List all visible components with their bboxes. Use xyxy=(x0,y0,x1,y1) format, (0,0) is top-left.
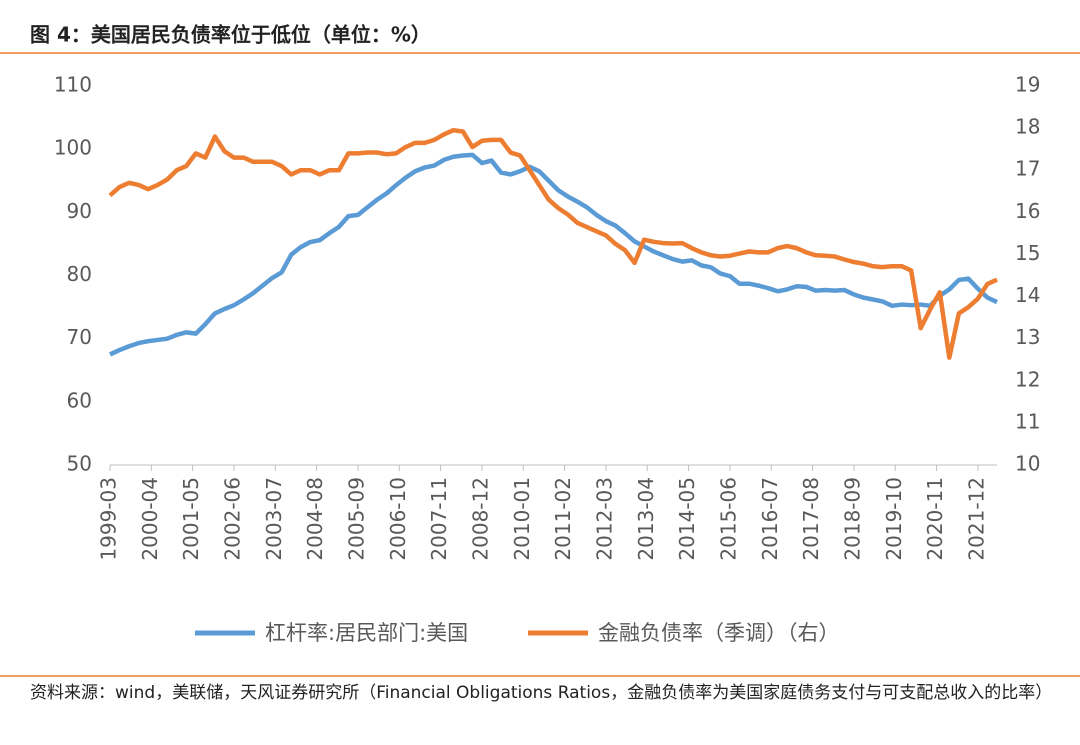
x-tick-label: 2014-05 xyxy=(675,477,699,561)
y2-tick-label: 15 xyxy=(1015,241,1040,265)
y-tick-label: 100 xyxy=(54,136,92,160)
x-tick-label: 2008-12 xyxy=(468,477,492,561)
x-tick-label: 2020-11 xyxy=(923,477,947,561)
x-tick-label: 2011-02 xyxy=(551,477,575,561)
x-tick-label: 2012-03 xyxy=(592,477,616,561)
x-tick-label: 2004-08 xyxy=(303,477,327,561)
y2-tick-label: 12 xyxy=(1015,367,1040,391)
x-tick-label: 2007-11 xyxy=(427,477,451,561)
legend-label: 金融负债率（季调）（右） xyxy=(598,621,840,645)
y-tick-label: 110 xyxy=(54,73,92,97)
y2-tick-label: 13 xyxy=(1015,325,1040,349)
x-tick-label: 2010-01 xyxy=(510,477,534,561)
x-tick-label: 2003-07 xyxy=(262,477,286,561)
x-tick-label: 2018-09 xyxy=(840,477,864,561)
y2-tick-label: 10 xyxy=(1015,452,1040,476)
x-tick-label: 2021-12 xyxy=(964,477,988,561)
y-tick-label: 90 xyxy=(67,199,92,223)
series-line xyxy=(109,152,998,357)
x-tick-label: 2013-04 xyxy=(634,477,658,561)
y2-tick-label: 18 xyxy=(1015,115,1040,139)
y2-tick-label: 11 xyxy=(1015,409,1040,433)
x-tick-label: 2001-05 xyxy=(179,477,203,561)
x-tick-label: 2005-09 xyxy=(344,477,368,561)
y2-tick-label: 14 xyxy=(1015,283,1040,307)
legend-label: 杠杆率:居民部门:美国 xyxy=(265,621,468,645)
series-line xyxy=(108,127,998,360)
y2-tick-label: 16 xyxy=(1015,199,1040,223)
x-tick-label: 2002-06 xyxy=(220,477,244,561)
x-tick-label: 2000-04 xyxy=(138,477,162,561)
x-tick-label: 2016-07 xyxy=(758,477,782,561)
y2-tick-label: 17 xyxy=(1015,157,1040,181)
y2-tick-label: 19 xyxy=(1015,73,1040,97)
y-tick-label: 70 xyxy=(67,325,92,349)
x-tick-label: 2019-10 xyxy=(882,477,906,561)
x-tick-label: 2006-10 xyxy=(386,477,410,561)
x-tick-label: 2017-08 xyxy=(799,477,823,561)
y-tick-label: 80 xyxy=(67,262,92,286)
source-note: 资料来源：wind，美联储，天风证券研究所（Financial Obligati… xyxy=(30,683,1053,703)
y-tick-label: 50 xyxy=(67,452,92,476)
x-tick-label: 2015-06 xyxy=(716,477,740,561)
chart-title: 图 4：美国居民负债率位于低位（单位：%） xyxy=(30,23,431,47)
y-tick-label: 60 xyxy=(67,388,92,412)
x-tick-label: 1999-03 xyxy=(97,477,121,561)
